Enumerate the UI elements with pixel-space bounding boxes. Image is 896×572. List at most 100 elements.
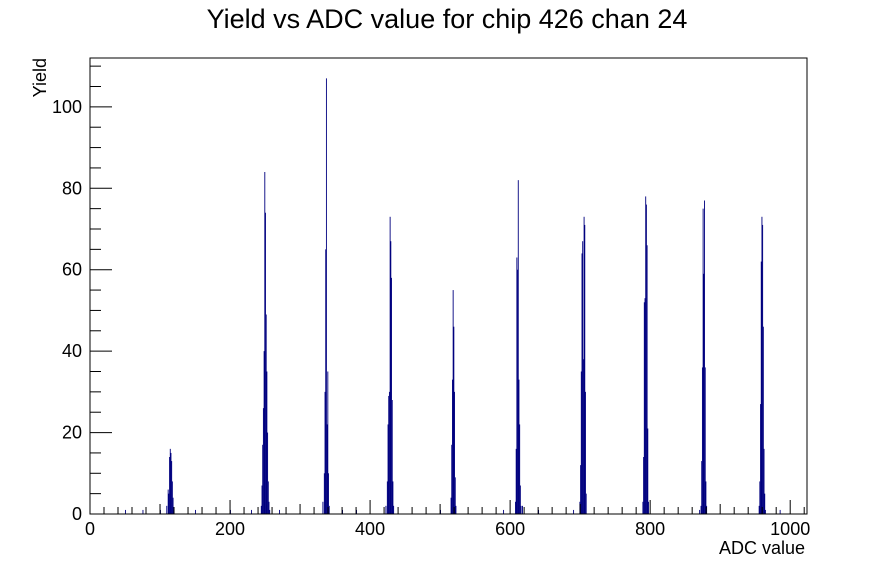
histogram-bin [388,395,390,514]
histogram-bin [142,509,144,514]
histogram-bin [517,269,519,514]
x-tick-label: 1000 [770,519,810,539]
histogram-bin [454,477,456,514]
histogram-bin [389,216,391,515]
histogram-bin [581,253,583,514]
histogram-bin [760,261,762,514]
x-tick-label: 200 [215,519,245,539]
histogram-bin [760,404,761,514]
histogram-bin [700,505,702,514]
histogram-bin [170,452,172,514]
y-tick-label: 100 [52,97,82,117]
histogram-bin [171,481,173,514]
histogram-bin [762,224,764,514]
histogram-bin [582,359,584,514]
histogram-bin [325,249,327,515]
histogram-bin [195,509,196,514]
histogram-bin [699,509,701,514]
histogram-bin [263,351,265,514]
histogram-bin [580,371,582,514]
histogram-bin [264,172,266,514]
histogram-bin [452,379,453,514]
histogram-bin [518,379,520,514]
histogram-bin [262,408,264,514]
histogram-bin [451,444,453,514]
histogram-bin [326,424,328,514]
histogram-bin [644,298,646,514]
histogram-bin [327,371,329,514]
histogram-bin [516,257,518,514]
histogram-bin [519,485,521,514]
histogram-bars [125,78,781,515]
histogram-bin [583,216,585,515]
histogram-bin [450,497,452,514]
histogram-bin [762,326,764,514]
histogram-bin [761,216,763,515]
histogram-bin [645,196,647,514]
histogram-bin [582,241,584,514]
x-tick-label: 600 [495,519,525,539]
histogram-bin [585,391,586,514]
histogram-bin [703,273,705,514]
y-tick-label: 0 [72,504,82,524]
x-tick-label: 0 [85,519,95,539]
histogram-bin [269,509,271,514]
histogram-bin [261,485,263,514]
histogram-bin [392,481,394,514]
histogram-bin [455,505,457,514]
histogram-bin [267,481,269,514]
y-tick-label: 60 [62,260,82,280]
histogram-bin [322,501,324,514]
histogram-bin [763,448,765,514]
histogram-bin [503,509,505,514]
histogram-bin [646,245,648,515]
histogram-bin [645,204,647,514]
histogram-bin [393,505,395,514]
axis-ticks: 0 200 400 600 800 1000 0 20 40 60 80 100 [52,65,810,539]
x-tick-label: 400 [355,519,385,539]
histogram-bin [764,493,766,514]
histogram-bin [515,448,517,514]
histogram-bin [251,509,252,514]
histogram-bin [704,367,706,514]
histogram-bin [391,277,392,514]
histogram-bin [386,481,388,514]
histogram-bin [168,493,170,514]
histogram-bin [268,501,270,514]
y-tick-label: 40 [62,341,82,361]
histogram-bin [266,371,268,514]
histogram-bin [702,208,704,514]
histogram-bin [573,509,575,514]
histogram-bin [643,302,645,514]
histogram-bin [642,501,644,514]
chart-title: Yield vs ADC value for chip 426 chan 24 [207,4,688,34]
histogram-bin [517,180,519,514]
histogram-bin [260,505,262,514]
histogram-bin [705,481,707,514]
histogram-bin [515,501,516,514]
histogram-bin [267,432,269,514]
histogram-bin [387,424,389,514]
histogram-bin [758,505,760,514]
histogram-bin [328,505,330,514]
histogram-bin [647,428,649,514]
histogram-bin [265,212,266,514]
histogram-bin [385,505,387,514]
histogram-bin [643,457,645,514]
histogram-bin [584,224,586,514]
histogram-bin [169,448,171,514]
y-axis-label: Yield [30,58,50,97]
histogram-bin [522,505,523,514]
histogram-bin [323,473,325,514]
histogram-bin [265,314,267,514]
histogram-bin [701,367,703,514]
histogram-bin [759,481,761,514]
histogram-bin [454,391,455,514]
histogram-bin [764,509,766,514]
histogram-bin [171,461,173,514]
histogram-bin [580,465,582,514]
histogram-bin [452,290,454,514]
histogram-bin [388,391,390,514]
y-tick-label: 20 [62,423,82,443]
